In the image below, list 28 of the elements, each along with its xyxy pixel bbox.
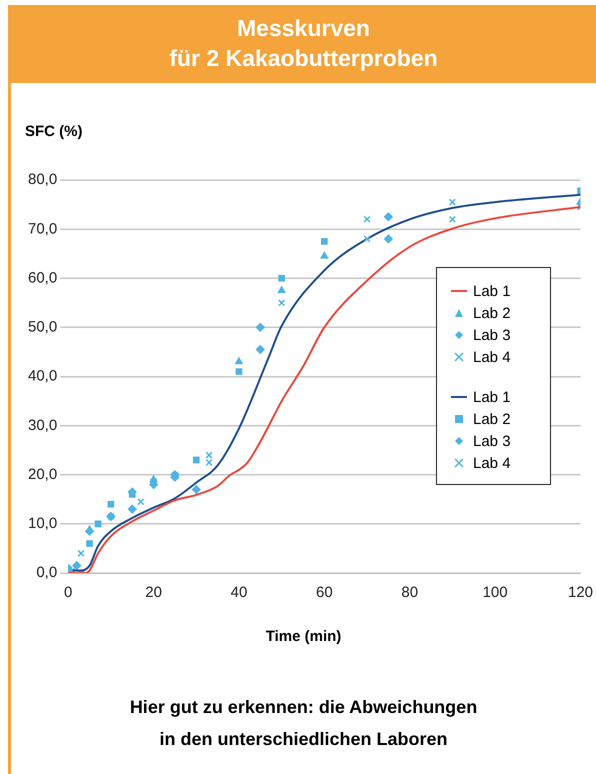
legend-label: Lab 3 — [473, 432, 511, 450]
x-tick-label: 80 — [401, 584, 418, 602]
y-tick-label: 20,0 — [28, 466, 58, 483]
legend-label: Lab 3 — [473, 326, 511, 344]
y-tick-label: 10,0 — [28, 515, 58, 532]
y-tick-label: 30,0 — [28, 416, 58, 434]
y-tick-label: 0,0 — [36, 564, 58, 582]
y-axis-title: SFC (%) — [25, 123, 82, 140]
y-tick-label: 80,0 — [28, 171, 58, 188]
legend-label: Lab 2 — [473, 304, 511, 322]
x-tick-label: 120 — [568, 584, 593, 602]
legend-label: Lab 4 — [473, 348, 511, 366]
y-tick-label: 60,0 — [28, 269, 58, 286]
y-tick-label: 70,0 — [28, 220, 58, 238]
legend-label: Lab 2 — [473, 410, 511, 428]
chart-title: Messkurven für 2 Kakaobutterproben — [11, 5, 596, 83]
x-tick-label: 0 — [64, 584, 72, 602]
x-tick-label: 60 — [316, 584, 333, 602]
x-axis-title: Time (min) — [264, 628, 342, 645]
legend-label: Lab 1 — [473, 388, 511, 406]
y-tick-label: 50,0 — [28, 318, 58, 336]
legend-label: Lab 1 — [473, 282, 511, 300]
x-tick-label: 40 — [230, 584, 248, 602]
text: Hier gut zu erkennen: die Abweichungen in den unterschiedlichen Laboren — [128, 696, 478, 751]
x-tick-label: 20 — [145, 584, 162, 602]
y-tick-label: 40,0 — [28, 368, 58, 385]
x-tick-label: 100 — [482, 584, 508, 602]
legend-label: Lab 4 — [473, 454, 511, 472]
